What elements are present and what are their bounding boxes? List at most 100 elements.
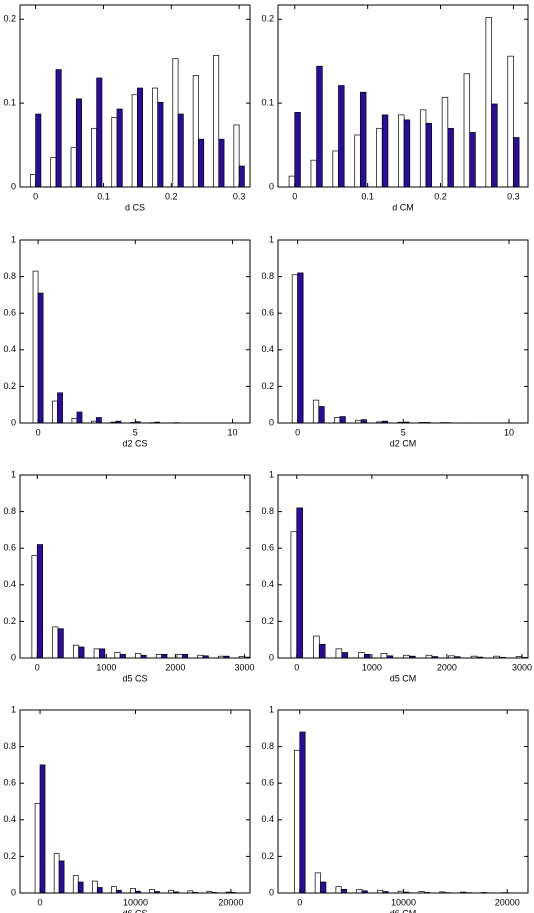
bar xyxy=(71,418,78,424)
x-tick-label: 10000 xyxy=(391,897,416,907)
y-tick-label: 0.2 xyxy=(261,851,274,861)
x-tick-label: 5 xyxy=(133,427,138,437)
y-tick-label: 0 xyxy=(11,887,16,897)
bar xyxy=(218,138,225,188)
bar xyxy=(233,124,240,188)
x-tick-label: 0 xyxy=(38,897,43,907)
y-tick-label: 0.6 xyxy=(3,543,16,553)
y-tick-label: 0.4 xyxy=(3,579,16,589)
y-tick-label: 0.8 xyxy=(3,506,16,516)
bar xyxy=(291,274,299,424)
x-tick-label: 0.1 xyxy=(97,191,110,201)
bar xyxy=(135,653,142,659)
bar xyxy=(463,73,471,188)
y-tick-label: 0.8 xyxy=(3,741,16,751)
x-axis-label: d2 CM xyxy=(390,438,417,448)
x-tick-label: 0.3 xyxy=(233,191,246,201)
axes-box xyxy=(19,474,251,659)
x-axis-label: d6 CS xyxy=(122,908,147,913)
bar xyxy=(181,653,189,659)
bar xyxy=(358,652,365,659)
x-tick-label: 0 xyxy=(297,897,302,907)
bar xyxy=(339,416,346,424)
bar xyxy=(294,112,301,188)
y-tick-label: 0.2 xyxy=(3,14,16,24)
y-tick-label: 1 xyxy=(11,469,16,479)
y-tick-label: 0.1 xyxy=(3,98,16,108)
bar xyxy=(31,555,38,659)
bar xyxy=(320,881,327,894)
bar xyxy=(376,127,383,188)
x-tick-label: 1000 xyxy=(362,662,382,672)
bar xyxy=(177,113,184,188)
x-tick-label: 0.2 xyxy=(434,191,447,201)
x-tick-label: 0.2 xyxy=(165,191,178,201)
bar xyxy=(32,270,39,424)
y-tick-label: 1 xyxy=(269,704,274,714)
y-tick-label: 0.2 xyxy=(3,616,16,626)
x-axis-label: d CS xyxy=(125,202,145,212)
bar xyxy=(116,108,123,188)
y-tick-label: 0.4 xyxy=(261,814,274,824)
bar xyxy=(35,113,42,188)
bar xyxy=(50,157,57,188)
x-tick-label: 0.3 xyxy=(507,191,520,201)
bar xyxy=(354,134,361,188)
bar xyxy=(403,119,411,188)
bar xyxy=(111,117,118,188)
x-tick-label: 0.1 xyxy=(361,191,374,201)
x-tick-label: 0 xyxy=(295,427,300,437)
bar xyxy=(419,109,427,188)
y-tick-label: 0.4 xyxy=(261,579,274,589)
bar xyxy=(297,272,304,424)
bar xyxy=(290,531,298,659)
y-tick-label: 0.4 xyxy=(3,344,16,354)
bar xyxy=(192,75,199,188)
bar xyxy=(130,888,136,894)
bar xyxy=(36,544,44,659)
x-tick-label: 3000 xyxy=(512,662,532,672)
bar xyxy=(52,626,59,659)
bar xyxy=(29,174,36,188)
bar xyxy=(93,648,100,659)
x-axis-label: d6 CM xyxy=(390,908,417,913)
y-tick-label: 0.8 xyxy=(261,506,274,516)
y-tick-label: 0.2 xyxy=(261,616,274,626)
y-tick-label: 1 xyxy=(11,234,16,244)
x-tick-label: 2000 xyxy=(437,662,457,672)
bar xyxy=(312,399,320,424)
x-axis-label: d CM xyxy=(392,202,414,212)
bar xyxy=(119,653,126,659)
bar xyxy=(310,159,317,188)
x-tick-label: 0 xyxy=(294,662,299,672)
y-tick-label: 0.4 xyxy=(261,344,274,354)
x-tick-label: 0 xyxy=(292,191,297,201)
bar xyxy=(294,749,301,894)
y-tick-label: 0.6 xyxy=(3,308,16,318)
bar xyxy=(111,886,117,894)
bar xyxy=(96,417,102,424)
x-axis-label: d5 CM xyxy=(390,673,417,683)
x-tick-label: 10 xyxy=(227,427,237,437)
bar xyxy=(380,653,388,659)
y-tick-label: 0.1 xyxy=(261,98,274,108)
bar xyxy=(338,85,345,188)
bar xyxy=(507,55,514,188)
y-tick-label: 0 xyxy=(11,652,16,662)
bar xyxy=(53,853,60,894)
y-tick-label: 0 xyxy=(269,887,274,897)
x-tick-label: 0 xyxy=(33,191,38,201)
x-tick-label: 1000 xyxy=(96,662,116,672)
bar xyxy=(296,507,303,659)
bar xyxy=(55,69,62,188)
x-tick-label: 2000 xyxy=(165,662,185,672)
x-axis-label: d5 CS xyxy=(122,673,147,683)
bar xyxy=(332,150,339,188)
y-tick-label: 1 xyxy=(11,704,16,714)
y-tick-label: 0 xyxy=(269,181,274,191)
x-tick-label: 0 xyxy=(35,662,40,672)
bar xyxy=(77,881,84,894)
bar xyxy=(198,138,205,188)
bar xyxy=(57,392,63,424)
y-tick-label: 1 xyxy=(269,234,274,244)
